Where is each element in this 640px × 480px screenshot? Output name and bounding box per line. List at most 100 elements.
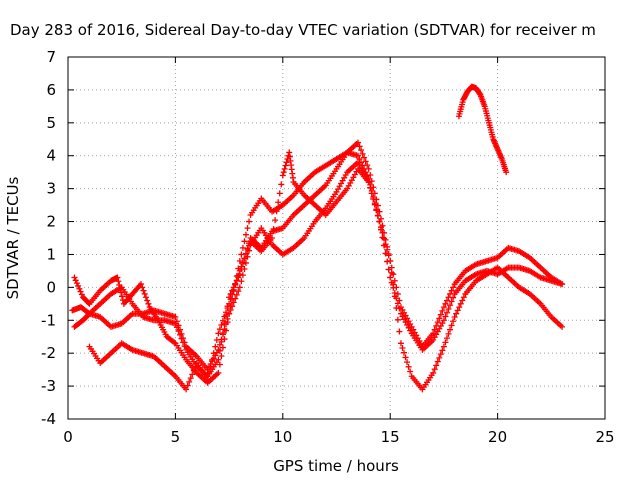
- data-point-fill: [229, 291, 236, 298]
- data-point: [269, 235, 276, 241]
- data-point-fill: [405, 363, 412, 370]
- y-axis-label: SDTVAR / TECUs: [4, 176, 22, 299]
- data-point-fill: [235, 272, 242, 279]
- data-point-fill: [359, 150, 366, 157]
- data-point-fill: [445, 294, 452, 301]
- data-point-fill: [456, 304, 463, 311]
- x-axis-label: GPS time / hours: [273, 457, 399, 475]
- series-4: [455, 83, 510, 176]
- data-point-fill: [436, 354, 443, 361]
- data-point-fill: [381, 235, 388, 242]
- data-point-fill: [394, 290, 401, 297]
- data-point-fill: [448, 322, 455, 329]
- data-point-fill: [396, 297, 403, 304]
- data-point-fill: [447, 326, 454, 333]
- data-point-fill: [439, 347, 446, 354]
- data-point-fill: [459, 297, 466, 304]
- data-point-fill: [445, 330, 452, 337]
- data-point-fill: [393, 284, 400, 291]
- data-point-fill: [210, 350, 217, 357]
- data-point-fill: [189, 371, 196, 378]
- data-point-fill: [246, 218, 253, 225]
- data-point-fill: [358, 159, 365, 166]
- data-point-fill: [434, 358, 441, 365]
- data-point-fill: [221, 313, 228, 320]
- y-tick-label: -2: [41, 344, 56, 362]
- data-point-fill: [442, 339, 449, 346]
- data-point: [204, 376, 211, 383]
- data-point-fill: [73, 280, 80, 287]
- data-point-fill: [407, 368, 414, 375]
- chart-title: Day 283 of 2016, Sidereal Day-to-day VTE…: [10, 21, 596, 39]
- data-point: [440, 317, 447, 324]
- data-point-fill: [402, 354, 409, 361]
- data-point: [172, 313, 179, 320]
- y-tick-label: 7: [46, 48, 56, 66]
- data-point-fill: [171, 339, 178, 346]
- x-tick-label: 10: [273, 428, 292, 446]
- data-point: [503, 169, 510, 176]
- data-point-fill: [241, 238, 248, 245]
- data-point-fill: [218, 353, 225, 360]
- data-point-fill: [118, 289, 125, 296]
- data-point-fill: [192, 363, 199, 370]
- y-tick-label: 1: [46, 245, 56, 263]
- data-point-fill: [239, 259, 246, 266]
- data-point: [172, 320, 179, 327]
- data-point-fill: [442, 313, 449, 320]
- data-point-fill: [178, 335, 185, 342]
- data-point-fill: [216, 347, 223, 354]
- data-point-fill: [394, 316, 401, 323]
- data-point-fill: [216, 326, 223, 333]
- data-point-fill: [401, 349, 408, 356]
- data-point-fill: [356, 143, 363, 150]
- data-point: [559, 281, 566, 288]
- data-point-fill: [385, 266, 392, 273]
- data-point-fill: [244, 225, 251, 232]
- data-point-fill: [450, 318, 457, 325]
- data-point-fill: [391, 293, 398, 300]
- data-point-fill: [76, 285, 83, 292]
- data-point-fill: [370, 195, 377, 202]
- data-point-fill: [434, 319, 441, 326]
- data-point: [236, 258, 243, 265]
- data-point-fill: [368, 178, 375, 185]
- data-point-fill: [367, 184, 374, 191]
- data-point-fill: [230, 299, 237, 306]
- data-point-fill: [443, 309, 450, 316]
- data-point-fill: [356, 156, 363, 163]
- data-point-fill: [218, 321, 225, 328]
- data-point-fill: [117, 285, 124, 292]
- data-point-fill: [448, 298, 455, 305]
- data-point-fill: [388, 264, 395, 271]
- data-point: [354, 139, 361, 146]
- axis-ticks: 0 5 10 15 20 25 -4 -3 -2 -1 0 1 2 3 4 5 6 7: [41, 48, 615, 446]
- data-point-fill: [219, 344, 226, 351]
- data-point-fill: [242, 231, 249, 238]
- data-point-fill: [390, 281, 397, 288]
- data-point-fill: [224, 319, 231, 326]
- data-point-fill: [443, 297, 450, 304]
- data-point-fill: [442, 300, 449, 307]
- x-tick-label: 0: [63, 428, 73, 446]
- data-point-fill: [433, 322, 440, 329]
- data-point: [440, 343, 447, 350]
- data-point-fill: [385, 252, 392, 259]
- data-point-fill: [223, 327, 230, 334]
- data-point-fill: [374, 202, 381, 209]
- data-point: [354, 152, 361, 159]
- data-point-fill: [445, 305, 452, 312]
- data-point-fill: [187, 375, 194, 382]
- x-tick-label: 25: [595, 428, 614, 446]
- x-tick-label: 20: [488, 428, 507, 446]
- data-point-fill: [368, 190, 375, 197]
- data-point-fill: [377, 224, 384, 231]
- data-point: [226, 310, 233, 317]
- data-point-fill: [283, 159, 290, 166]
- data-point-fill: [362, 158, 369, 165]
- data-point-fill: [382, 241, 389, 248]
- data-point: [236, 267, 243, 274]
- data-point-fill: [447, 302, 454, 309]
- data-point-fill: [77, 288, 84, 295]
- data-point-fill: [361, 154, 368, 161]
